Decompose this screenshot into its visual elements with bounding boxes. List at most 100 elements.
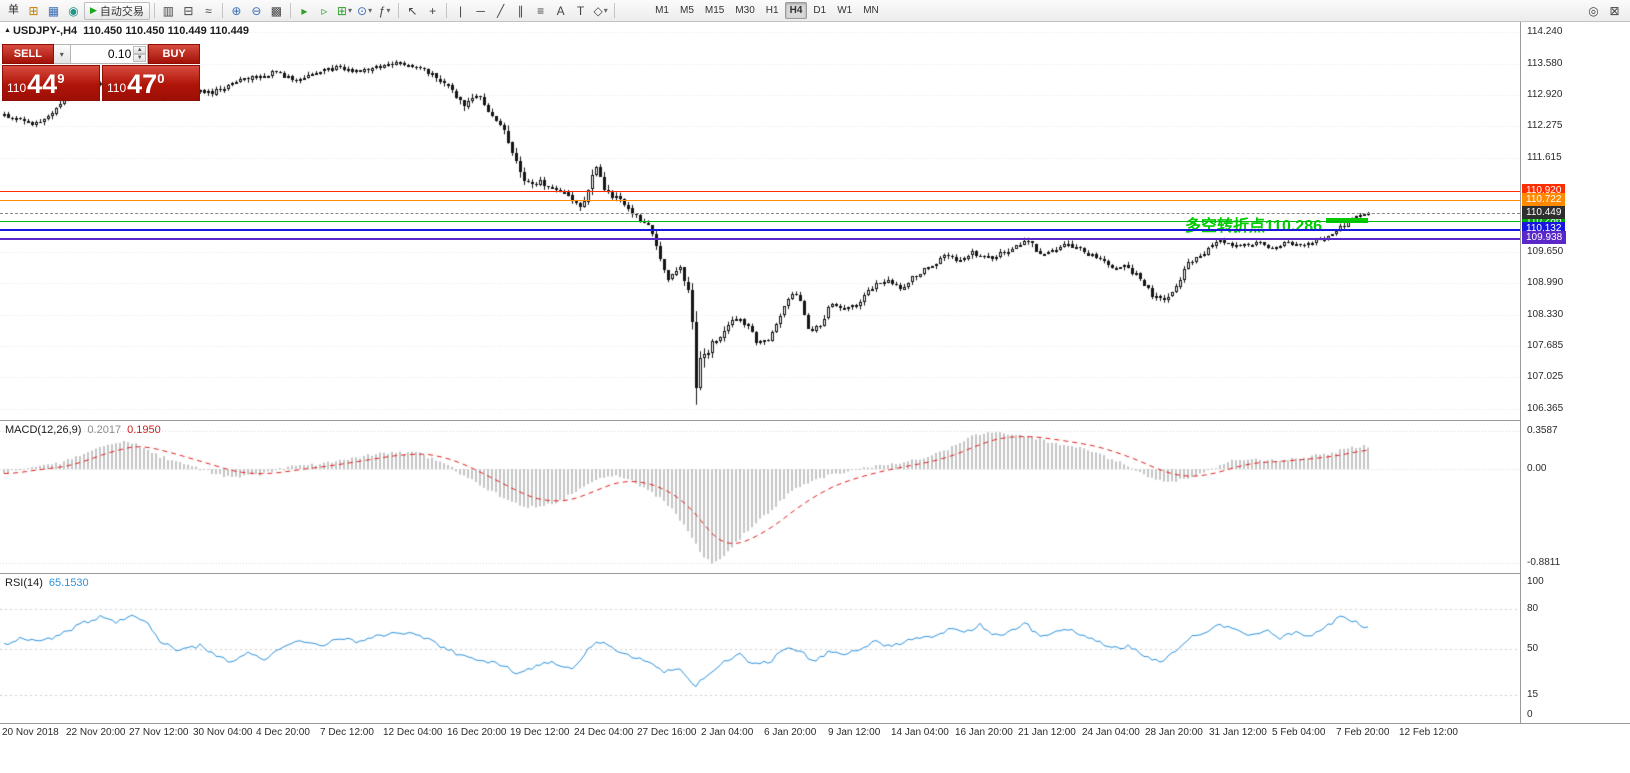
price-tick-label: 113.580: [1527, 58, 1563, 69]
horizontal-level-line[interactable]: [0, 221, 1520, 222]
pane-separator: [0, 723, 1630, 724]
horizontal-level-line[interactable]: [0, 191, 1520, 192]
market-watch-icon[interactable]: ◉: [68, 3, 79, 18]
indicators-icon: ƒ: [378, 3, 386, 18]
rsi-tick-label: 15: [1527, 689, 1539, 700]
sell-price-button[interactable]: 110 44 9: [2, 65, 100, 101]
price-axis[interactable]: 114.240 113.580 112.920 112.275 111.615 109.6…: [1520, 22, 1630, 723]
trendline-icon[interactable]: ╱: [496, 3, 505, 18]
time-tick-label: 27 Dec 16:00: [637, 727, 697, 738]
price-chart-pane: ▲ USDJPY-,H4 110.450 110.450 110.449 110.4…: [0, 22, 1520, 420]
toolbar-separator: [221, 3, 223, 18]
pivot-annotation-text[interactable]: 多空转折点110.286: [1185, 218, 1322, 235]
vertical-line-icon[interactable]: |: [459, 3, 463, 18]
chevron-down-icon: ▾: [347, 5, 352, 15]
horizontal-level-line[interactable]: [0, 238, 1520, 240]
time-tick-label: 31 Jan 12:00: [1209, 727, 1267, 738]
chevron-down-icon: ▾: [368, 5, 373, 15]
macd-label: MACD(12,26,9) 0.2017 0.1950: [5, 424, 161, 436]
timeframe-m30[interactable]: M30: [735, 5, 755, 16]
horizontal-level-line[interactable]: [0, 229, 1520, 231]
time-tick-label: 16 Jan 20:00: [955, 727, 1013, 738]
price-tick-label: 112.275: [1527, 120, 1563, 131]
rsi-label: RSI(14) 65.1530: [5, 577, 89, 589]
indicators-button[interactable]: ƒ ▾: [375, 2, 394, 20]
volume-input[interactable]: [70, 45, 148, 63]
chevron-down-icon: ▾: [603, 5, 608, 15]
price-tick-label: 106.365: [1527, 403, 1564, 414]
buy-price-pips: 47: [127, 69, 158, 99]
timeframe-m15[interactable]: M15: [704, 5, 725, 16]
new-chart-icon: ⊞: [336, 3, 347, 18]
layout-icon[interactable]: ⊠: [1609, 3, 1620, 18]
volume-up-icon[interactable]: ▲: [133, 46, 147, 54]
timeframe-mn[interactable]: MN: [863, 5, 879, 16]
rsi-value: 65.1530: [48, 577, 89, 589]
sell-price-point: 9: [57, 71, 65, 86]
new-chart-button[interactable]: ⊞ ▾: [335, 2, 354, 20]
fibonacci-icon[interactable]: ≡: [537, 3, 545, 18]
timeframe-w1[interactable]: W1: [837, 5, 853, 16]
text-tool-icon[interactable]: A: [556, 3, 565, 18]
text-label-icon[interactable]: T: [576, 3, 585, 18]
timeframe-h1[interactable]: H1: [765, 5, 779, 16]
price-tick-label: 112.920: [1527, 89, 1563, 100]
volume-spinner: ▲ ▼: [133, 46, 147, 62]
time-tick-label: 16 Dec 20:00: [447, 727, 507, 738]
chart-shift-icon[interactable]: ▹: [321, 3, 328, 18]
time-tick-label: 7 Feb 20:00: [1336, 727, 1390, 738]
horizontal-line-icon[interactable]: ─: [476, 3, 485, 18]
macd-canvas[interactable]: [0, 421, 1520, 573]
time-tick-label: 12 Feb 12:00: [1399, 727, 1458, 738]
help-icon[interactable]: ◎: [1588, 3, 1599, 18]
sell-button[interactable]: SELL: [2, 44, 54, 64]
profiles-button[interactable]: ⊙ ▾: [355, 2, 374, 20]
toolbar-right-group: ◎ ⊠: [1584, 2, 1624, 20]
current-price-tag: 110.449: [1522, 206, 1566, 219]
time-tick-label: 24 Dec 04:00: [574, 727, 634, 738]
time-axis[interactable]: 20 Nov 2018 22 Nov 20:00 27 Nov 12:00 30 No…: [0, 724, 1630, 742]
buy-price-base: 110: [107, 81, 127, 95]
menu-button[interactable]: 单: [8, 4, 19, 16]
zoom-in-icon[interactable]: ⊕: [231, 3, 242, 18]
timeframe-h4[interactable]: H4: [784, 2, 808, 19]
crosshair-icon[interactable]: +: [429, 3, 437, 18]
time-tick-label: 14 Jan 04:00: [891, 727, 949, 738]
toolbar-separator: [289, 3, 291, 18]
rsi-canvas[interactable]: [0, 574, 1520, 723]
buy-price-button[interactable]: 110 47 0: [102, 65, 200, 101]
pane-separator[interactable]: [0, 573, 1630, 574]
charts-icon[interactable]: ▦: [47, 3, 60, 18]
time-tick-label: 9 Jan 12:00: [828, 727, 881, 738]
timeframe-m1[interactable]: M1: [655, 5, 669, 16]
new-order-icon[interactable]: ⊞: [28, 3, 39, 18]
channel-icon[interactable]: ∥: [517, 3, 524, 18]
arrows-button[interactable]: ◇ ▾: [591, 2, 610, 20]
timeframe-m5[interactable]: M5: [679, 5, 694, 16]
cursor-icon[interactable]: ↖: [407, 3, 418, 18]
ohlc-values: 110.450 110.450 110.449 110.449: [83, 25, 249, 37]
macd-tick-label: -0.8811: [1527, 557, 1561, 568]
chart-bars-icon[interactable]: ▥: [162, 3, 175, 18]
tile-windows-icon[interactable]: ▩: [270, 3, 283, 18]
chart-candles-icon[interactable]: ⊟: [183, 3, 194, 18]
time-tick-label: 6 Jan 20:00: [764, 727, 817, 738]
zoom-out-icon[interactable]: ⊖: [251, 3, 262, 18]
auto-scroll-icon[interactable]: ▸: [301, 3, 308, 18]
chart-ohlc-header: ▲ USDJPY-,H4 110.450 110.450 110.449 110.4…: [4, 25, 249, 37]
volume-down-icon[interactable]: ▼: [133, 54, 147, 62]
time-tick-label: 30 Nov 04:00: [193, 727, 253, 738]
time-tick-label: 2 Jan 04:00: [701, 727, 754, 738]
pane-separator[interactable]: [0, 420, 1630, 421]
chart-line-icon[interactable]: ≈: [205, 3, 212, 18]
trade-options-dropdown[interactable]: ▾: [53, 44, 71, 64]
horizontal-level-line[interactable]: [0, 200, 1520, 201]
macd-main-value: 0.2017: [87, 424, 122, 436]
rsi-tick-label: 80: [1527, 603, 1539, 614]
autotrade-button[interactable]: ▶ 自动交易: [84, 1, 150, 20]
one-click-trading-panel: SELL ▾ ▲ ▼ BUY 110 44 9 110: [2, 44, 200, 101]
pivot-annotation-marker[interactable]: [1326, 218, 1368, 223]
buy-button[interactable]: BUY: [148, 44, 200, 64]
current-price[interactable]: [0, 213, 1520, 214]
timeframe-d1[interactable]: D1: [813, 5, 827, 16]
